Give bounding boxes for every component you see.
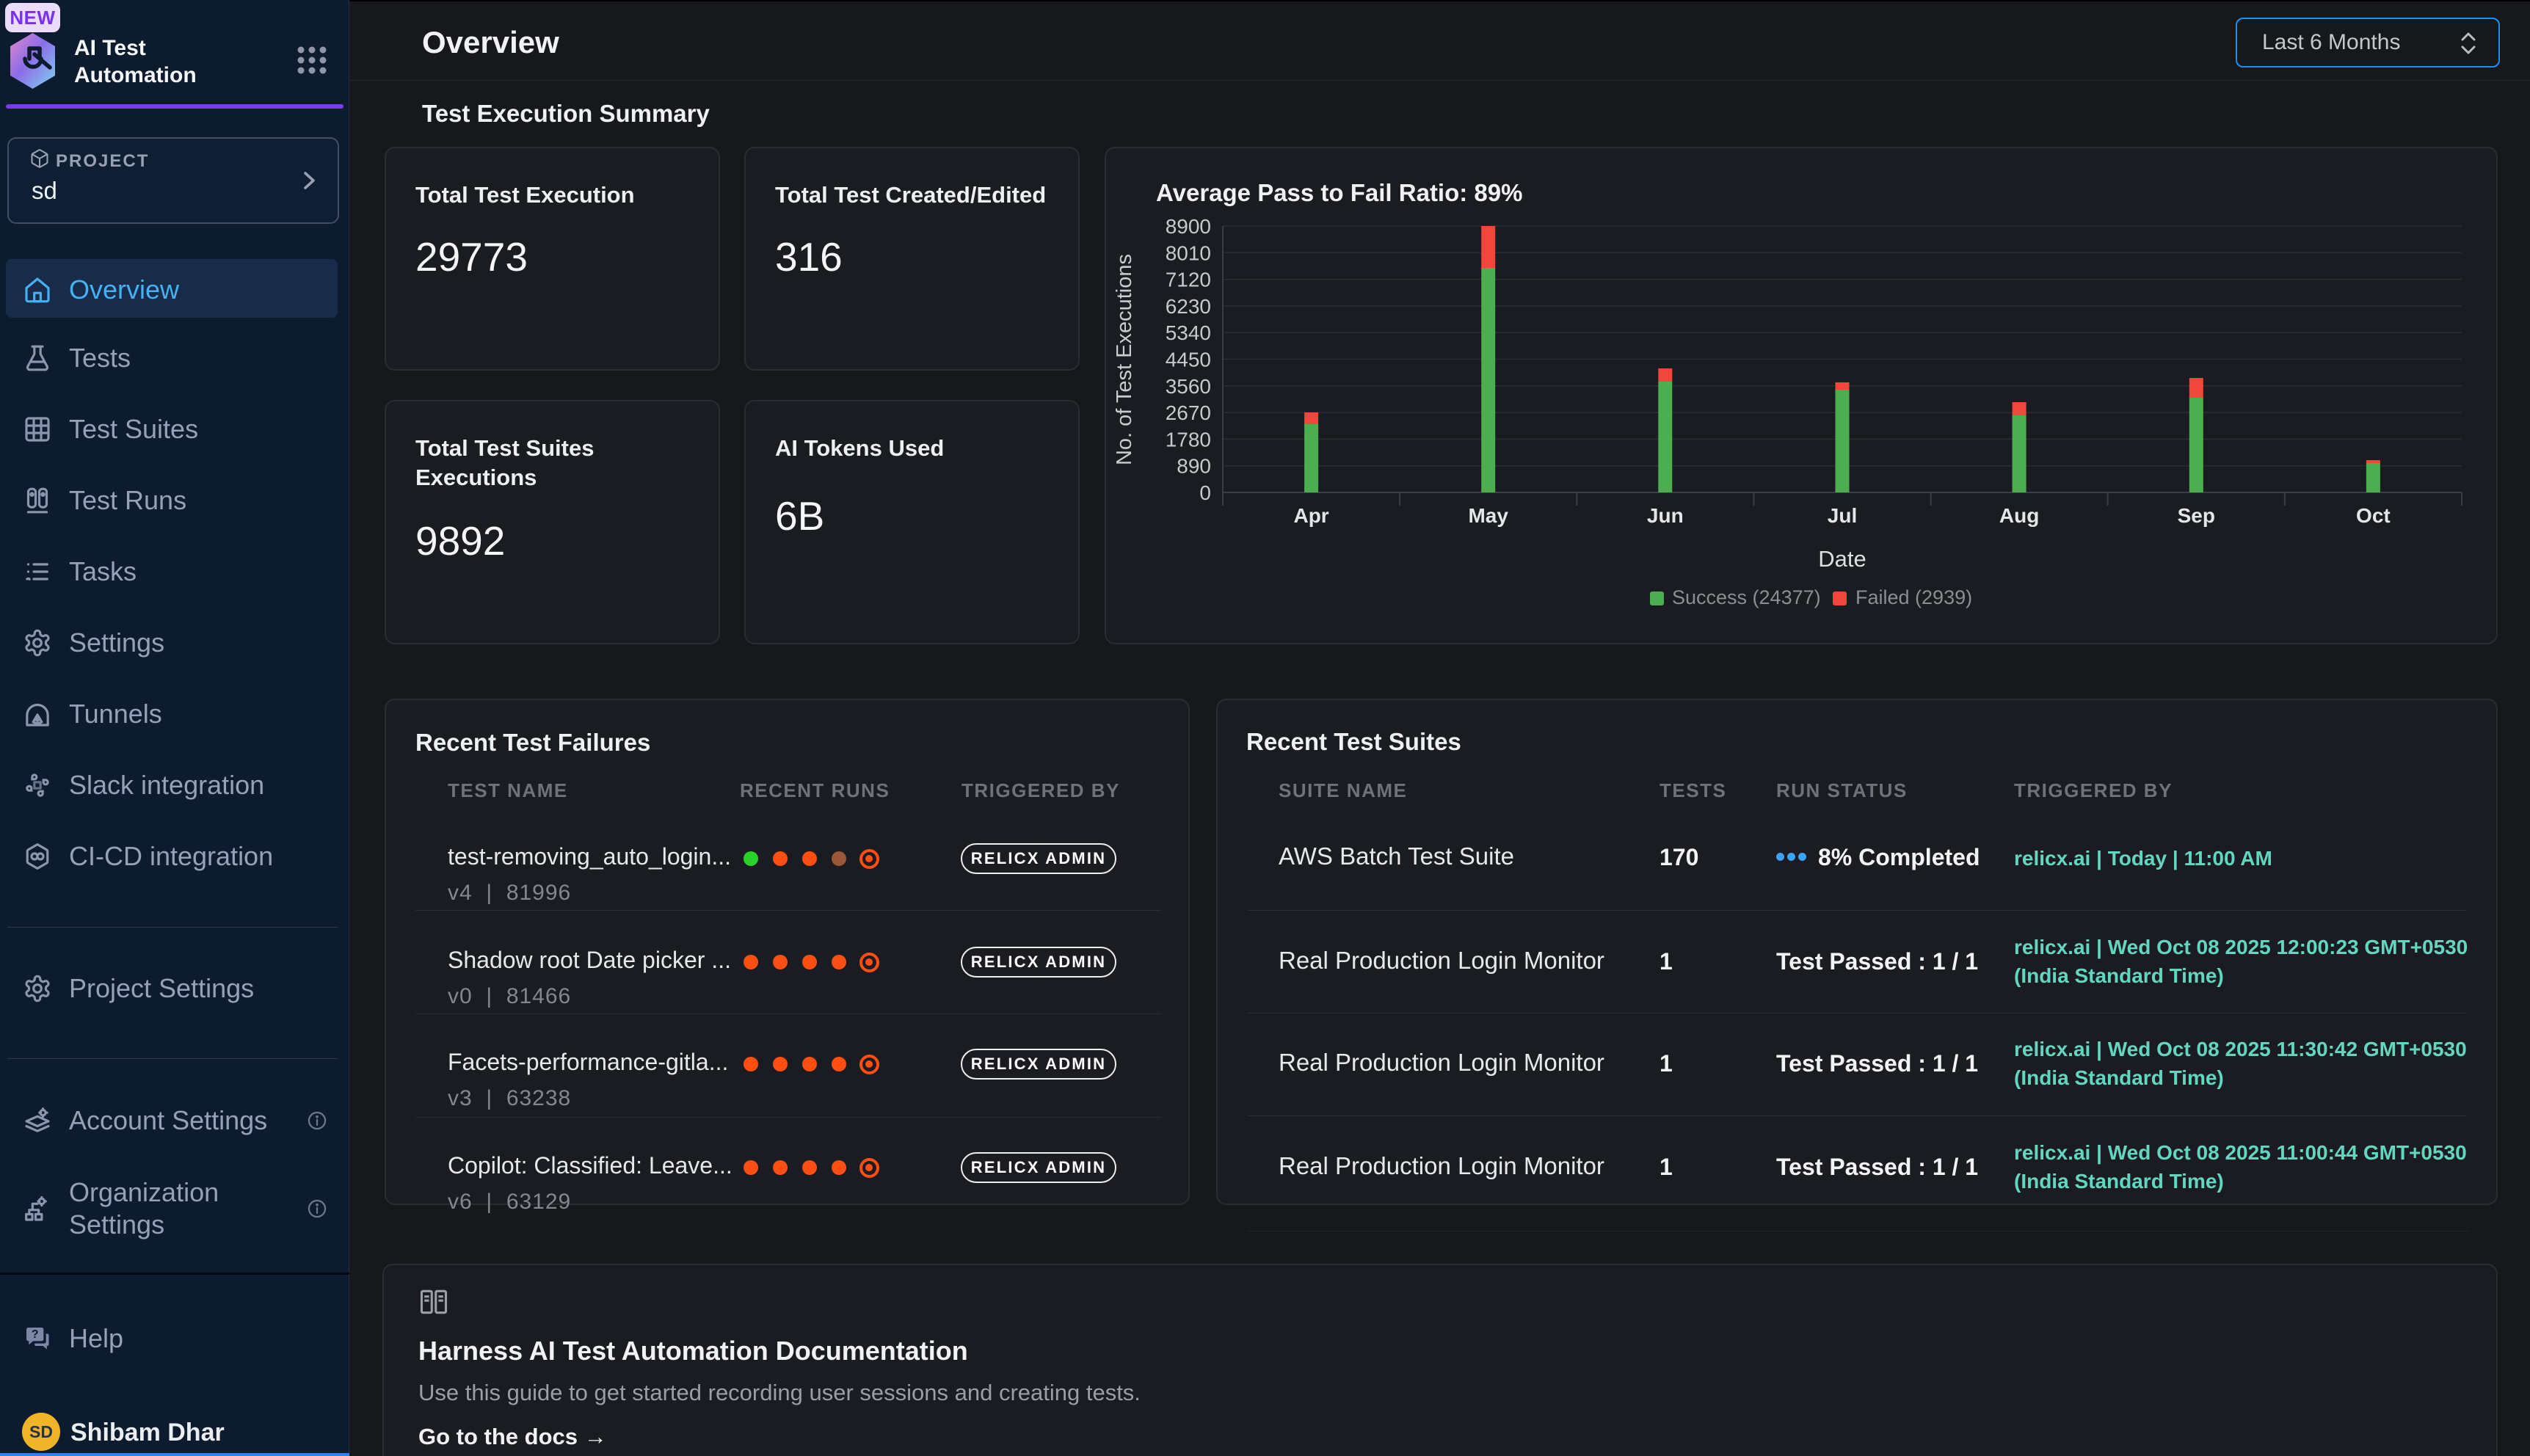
- svg-text:Jun: Jun: [1647, 504, 1684, 527]
- svg-text:0: 0: [1199, 481, 1211, 504]
- svg-text:Sep: Sep: [2178, 504, 2215, 527]
- svg-text:890: 890: [1177, 455, 1211, 478]
- svg-text:1780: 1780: [1166, 428, 1211, 451]
- svg-text:2670: 2670: [1166, 401, 1211, 424]
- svg-text:Jul: Jul: [1828, 504, 1857, 527]
- svg-text:Apr: Apr: [1293, 504, 1328, 527]
- svg-text:5340: 5340: [1166, 321, 1211, 344]
- svg-text:8900: 8900: [1166, 215, 1211, 238]
- svg-text:8010: 8010: [1166, 241, 1211, 264]
- svg-text:May: May: [1468, 504, 1508, 527]
- svg-text:Aug: Aug: [1999, 504, 2039, 527]
- svg-text:3560: 3560: [1166, 375, 1211, 398]
- svg-text:Success (24377): Success (24377): [1672, 586, 1821, 608]
- svg-text:Failed (2939): Failed (2939): [1855, 586, 1972, 608]
- svg-text:Average Pass to Fail Ratio: 89: Average Pass to Fail Ratio: 89%: [1156, 179, 1522, 206]
- svg-text:4450: 4450: [1166, 349, 1211, 371]
- svg-text:Date: Date: [1818, 546, 1866, 572]
- svg-text:Oct: Oct: [2356, 504, 2391, 527]
- svg-text:7120: 7120: [1166, 269, 1211, 291]
- svg-text:6230: 6230: [1166, 295, 1211, 318]
- svg-text:No. of Test Executions: No. of Test Executions: [1113, 254, 1136, 465]
- svg-text:?: ?: [32, 1328, 39, 1341]
